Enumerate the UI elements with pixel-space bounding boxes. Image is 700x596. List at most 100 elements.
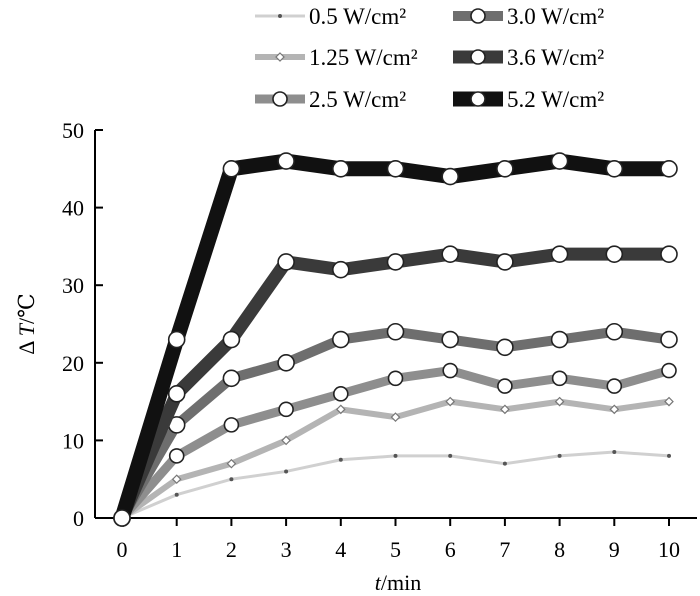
legend-label: 5.2 W/cm² (507, 87, 604, 112)
data-point (167, 330, 186, 349)
data-point (441, 330, 460, 349)
series-layer (113, 152, 678, 527)
legend-item: 3.6 W/cm² (453, 45, 604, 70)
data-point (664, 396, 674, 407)
data-point (335, 404, 346, 415)
data-point (612, 450, 617, 455)
data-point (331, 330, 350, 349)
legend-label: 1.25 W/cm² (309, 45, 418, 70)
y-axis-label: Δ T/℃ (14, 293, 39, 354)
data-point (550, 152, 569, 170)
data-point (168, 448, 185, 464)
y-axis-unit: /℃ (14, 293, 39, 324)
data-point (331, 260, 350, 279)
y-axis-variable: T (14, 322, 39, 336)
data-point (338, 457, 343, 462)
x-tick-label: 6 (445, 537, 456, 562)
y-tick-label: 20 (62, 351, 84, 376)
data-point (229, 477, 234, 482)
legend-label: 3.0 W/cm² (507, 4, 604, 29)
x-tick-label: 3 (281, 537, 292, 562)
data-point (605, 322, 624, 341)
data-point (496, 253, 514, 271)
data-point (277, 253, 295, 271)
data-point (222, 330, 241, 349)
series-line (118, 365, 671, 521)
legend: 0.5 W/cm² 1.25 W/cm² 2.5 W/cm² 3.0 W/cm² 3.6… (255, 4, 604, 112)
data-point (275, 52, 285, 62)
legend-item: 3.0 W/cm² (453, 4, 604, 29)
data-point (609, 404, 620, 415)
x-tick-label: 4 (335, 537, 346, 562)
data-point (605, 160, 624, 178)
data-point (226, 458, 237, 469)
x-axis-label: t/min (375, 570, 421, 595)
x-tick-label: 2 (226, 537, 237, 562)
data-point (448, 453, 453, 458)
series-group (113, 152, 678, 527)
data-point (277, 353, 295, 372)
data-point (660, 330, 678, 349)
legend-item: 0.5 W/cm² (255, 4, 406, 29)
data-point (470, 49, 486, 65)
data-point (441, 167, 460, 186)
data-point (278, 401, 294, 418)
x-tick-label: 7 (499, 537, 510, 562)
data-point (550, 330, 569, 349)
data-point (278, 14, 282, 18)
data-point (223, 417, 240, 433)
series-group (114, 362, 677, 526)
series-group (113, 322, 678, 527)
data-point (497, 378, 513, 394)
data-point (557, 453, 562, 458)
data-point (551, 370, 568, 387)
data-point (660, 245, 678, 263)
data-point (470, 91, 486, 107)
data-point (661, 362, 677, 379)
y-axis-prefix: Δ (14, 336, 39, 354)
y-tick-label: 50 (62, 118, 84, 143)
legend-label: 2.5 W/cm² (309, 87, 406, 112)
data-point (174, 492, 179, 497)
x-axis-variable: t (375, 570, 382, 595)
data-point (167, 385, 186, 403)
data-point (386, 253, 405, 271)
data-point (660, 160, 678, 178)
data-point (331, 160, 350, 178)
data-point (470, 8, 486, 24)
data-point (272, 91, 288, 107)
series-group (113, 245, 678, 527)
data-point (386, 160, 405, 178)
y-tick-label: 0 (73, 506, 84, 531)
legend-item: 1.25 W/cm² (255, 45, 418, 70)
legend-item: 5.2 W/cm² (453, 87, 604, 112)
x-tick-label: 0 (117, 537, 128, 562)
x-tick-label: 5 (390, 537, 401, 562)
data-point (442, 362, 459, 379)
y-tick-label: 30 (62, 273, 84, 298)
data-point (284, 469, 289, 474)
x-tick-label: 8 (554, 537, 565, 562)
data-point (277, 152, 295, 170)
data-point (386, 322, 405, 341)
data-point (222, 160, 241, 178)
data-point (332, 386, 349, 402)
data-point (171, 474, 182, 485)
data-point (500, 404, 510, 415)
data-point (113, 509, 131, 527)
x-tick-label: 1 (171, 537, 182, 562)
x-tick-label: 9 (609, 537, 620, 562)
data-point (390, 412, 401, 422)
series-group (120, 450, 671, 520)
data-point (222, 369, 241, 388)
data-point (502, 461, 507, 466)
series-line (121, 450, 670, 520)
x-ticks: 0 1 2 3 4 5 6 7 8 9 10 (117, 518, 680, 562)
data-point (441, 245, 460, 263)
data-point (550, 245, 569, 263)
y-tick-label: 40 (62, 196, 84, 221)
data-point (496, 160, 514, 178)
data-point (496, 338, 514, 357)
y-tick-label: 10 (62, 428, 84, 453)
